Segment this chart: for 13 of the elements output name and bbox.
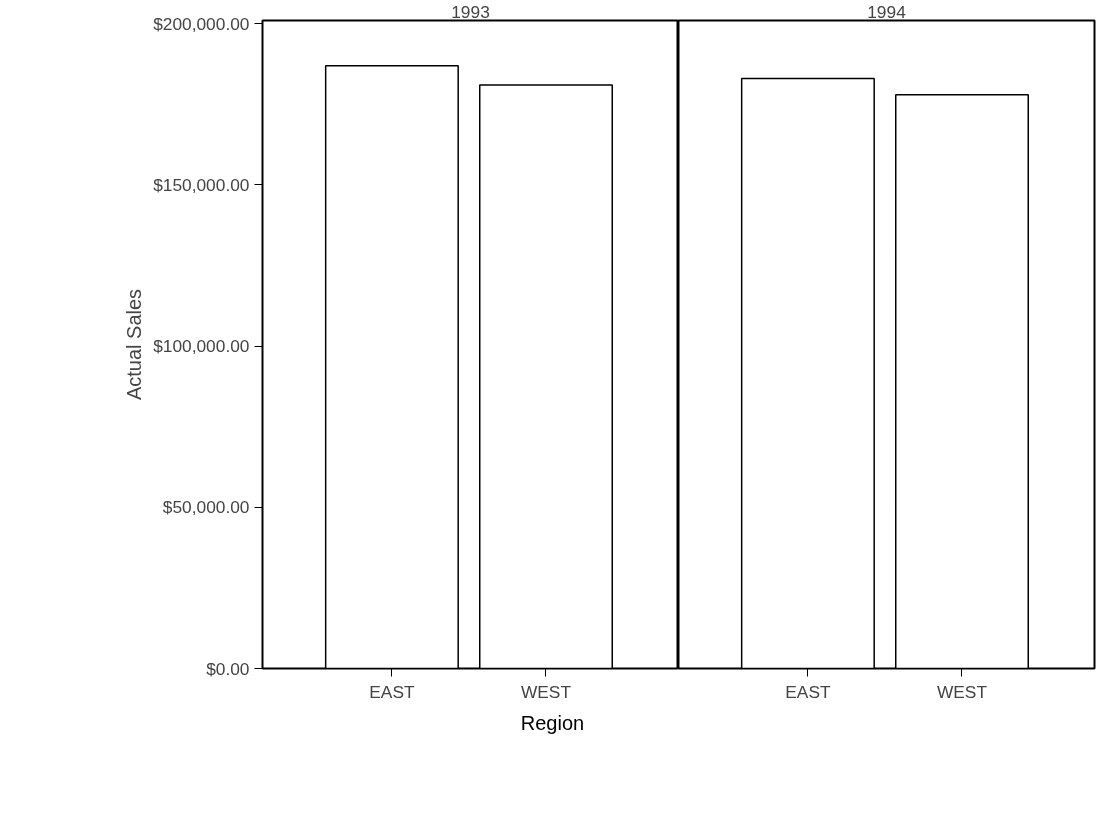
x-tick-label: EAST: [369, 681, 415, 702]
x-tick-label: WEST: [520, 681, 572, 702]
y-tick-label: $0.00: [206, 658, 250, 679]
y-axis-title: Actual Sales: [123, 288, 146, 401]
x-tick-label: EAST: [785, 681, 831, 702]
y-tick-label: $50,000.00: [162, 497, 250, 518]
x-tick-label: WEST: [936, 681, 988, 702]
chart-title: 1994: [867, 1, 907, 22]
y-tick-label: $150,000.00: [153, 174, 250, 195]
y-tick-label: $200,000.00: [153, 13, 250, 34]
y-tick-label: $100,000.00: [153, 336, 250, 357]
x-axis-title: Region: [520, 711, 585, 736]
chart-title: 1993: [451, 1, 490, 22]
